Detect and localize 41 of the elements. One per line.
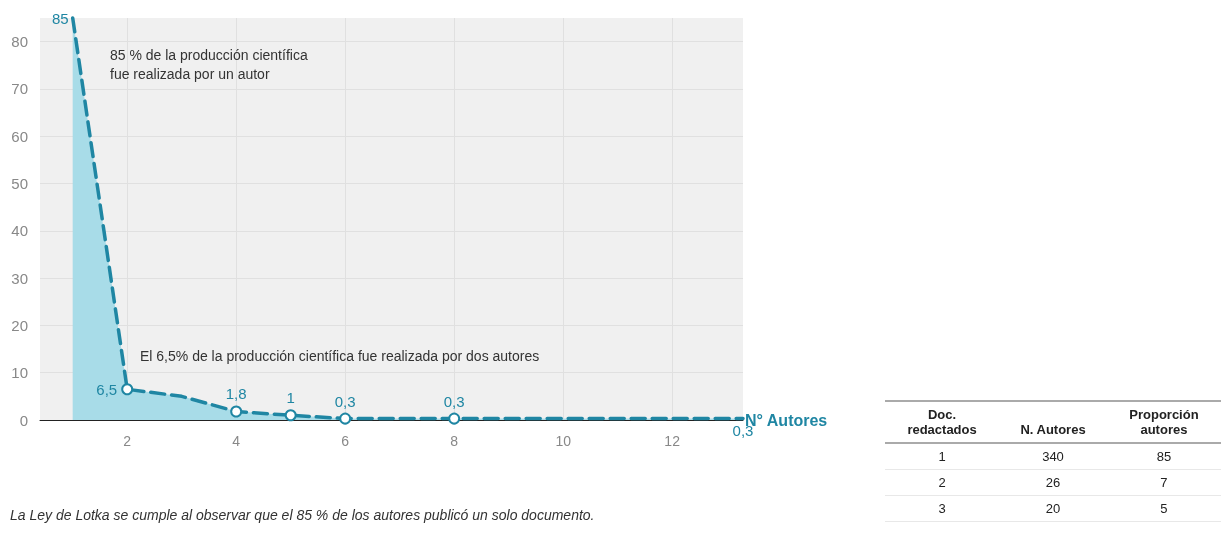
annotation: 85 % de la producción científica fue realizada por un autor (110, 46, 308, 82)
y-tick-label: 70 (11, 80, 28, 98)
data-label: 6,5 (96, 380, 118, 398)
y-tick-label: 40 (11, 222, 28, 240)
text: Doc. redactados (885, 401, 1000, 443)
data-label: 1,8 (225, 385, 247, 403)
text: 26 (999, 469, 1107, 496)
y-tick-label: 50 (11, 175, 28, 193)
text: 20 (999, 495, 1107, 522)
text: 85 (1106, 443, 1221, 470)
y-tick-label: 10 (11, 364, 28, 382)
y-tick-label: 60 (11, 127, 28, 145)
annotation: El 6,5% de la producción científica fue realizada por dos autores (140, 347, 540, 364)
y-tick-label: 80 (11, 33, 28, 51)
point (448, 412, 461, 425)
data-label: 0,3 (334, 392, 356, 410)
text: N. Autores (999, 401, 1107, 443)
point (121, 383, 134, 396)
x-tick-label: 4 (232, 433, 241, 449)
y-tick-label: 0 (19, 411, 28, 429)
text: 3 (885, 495, 1000, 522)
text: Proporción autores (1106, 401, 1221, 443)
x-tick-label: 6 (341, 433, 350, 449)
point (339, 412, 352, 425)
x-tick-label: 8 (450, 433, 459, 449)
text: 340 (999, 443, 1107, 470)
x-tick-label: 12 (664, 433, 681, 449)
y-tick-label: 30 (11, 269, 28, 287)
text: La Ley de Lotka se cumple al observar que el 85 % de los autores publicó un solo documento. (10, 507, 595, 523)
point (230, 405, 243, 418)
x-tick-label: 10 (555, 433, 572, 449)
x-tick-label: 2 (123, 433, 132, 449)
text: 7 (1106, 469, 1221, 496)
y-tick-label: 20 (11, 316, 28, 334)
point (284, 409, 297, 422)
text: 1 (885, 443, 1000, 470)
data-label: 85 (52, 9, 69, 27)
data-label: 1 (286, 389, 295, 407)
text: 2 (885, 469, 1000, 496)
data-label: 0,3 (443, 392, 465, 410)
text: 5 (1106, 495, 1221, 522)
